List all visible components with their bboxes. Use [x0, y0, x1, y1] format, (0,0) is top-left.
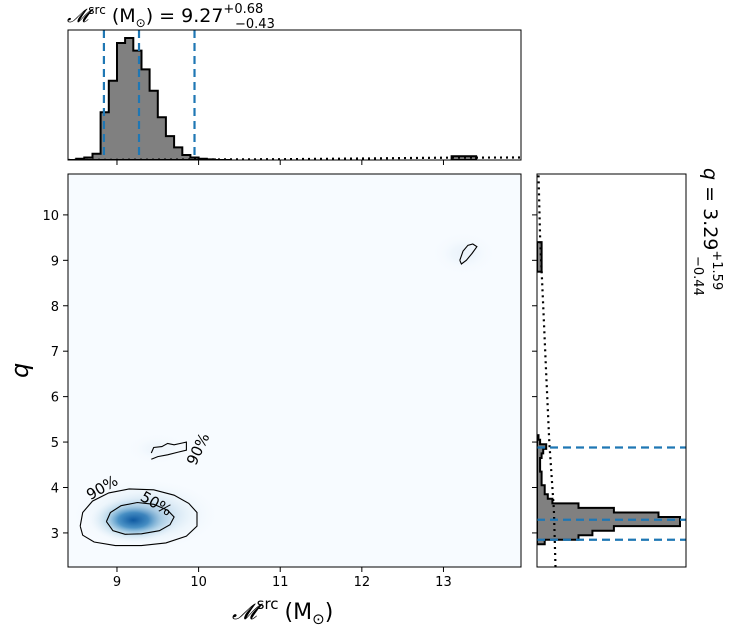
y-tick-label: 10: [42, 209, 59, 224]
y-title-minus: −0.44: [690, 256, 705, 296]
svg-text:q = 3.29+1.59: q = 3.29+1.59: [699, 168, 724, 290]
x-title-minus: −0.43: [235, 17, 275, 32]
y-prior-curve: [537, 174, 557, 567]
x-marginal-histogram: [68, 37, 232, 160]
y-tick-label: 3: [51, 527, 59, 542]
x-title-eq: =: [153, 5, 181, 27]
y-title-eq: =: [699, 180, 721, 208]
y-tick-label: 6: [51, 391, 59, 406]
x-title-sup: src: [88, 3, 106, 17]
x-tick-label: 13: [435, 575, 452, 590]
x-tick-label: 10: [190, 575, 207, 590]
y-tick-label: 4: [51, 481, 59, 496]
x-label-unit: (M: [285, 600, 313, 625]
density-blob: [73, 479, 218, 550]
x-label-unit-sub: ⊙: [312, 610, 325, 628]
y-parameter-title: q = 3.29+1.59 −0.44: [690, 168, 724, 296]
x-marginal-histogram-tail: [450, 155, 478, 160]
y-tick-label: 5: [51, 436, 59, 451]
top-panel-frame: [67, 29, 522, 161]
y-tick-label: 7: [51, 345, 59, 360]
x-title-symbol: 𝓜: [67, 5, 94, 27]
density-blob: [125, 432, 191, 465]
credible-contour: [105, 501, 175, 535]
x-label-sup: src: [257, 595, 279, 613]
y-title-plus: +1.59: [709, 250, 724, 290]
x-title-unit-sub: ⊙: [136, 16, 146, 30]
y-tick-label: 9: [51, 254, 59, 269]
x-label-unit-close: ): [325, 600, 334, 625]
x-axis-label: 𝓜src (M⊙): [232, 595, 333, 628]
x-title-unit-close: ): [146, 5, 153, 27]
credible-contour: [459, 243, 478, 265]
y-title-median: 3.29: [699, 208, 721, 250]
y-axis-label: q: [6, 363, 34, 378]
right-panel-frame: [536, 173, 687, 568]
x-title-unit: (M: [112, 5, 136, 27]
density-blob: [431, 231, 497, 276]
y-tick-label: 8: [51, 300, 59, 315]
main-panel-frame: [67, 173, 522, 568]
right-marginal-panel: [532, 173, 687, 568]
x-tick-label: 9: [113, 575, 121, 590]
x-title-median: 9.27: [181, 5, 223, 27]
x-tick-label: 12: [354, 575, 371, 590]
x-parameter-title: 𝓜src (M⊙) = 9.27+0.68: [67, 2, 263, 30]
x-tick-label: 11: [272, 575, 289, 590]
credible-contour: [79, 488, 198, 547]
y-title-symbol: q: [699, 168, 721, 180]
x-title-plus: +0.68: [223, 2, 263, 17]
y-marginal-histogram: [537, 434, 681, 546]
top-marginal-panel: [67, 29, 522, 165]
credible-contour: [150, 441, 187, 460]
